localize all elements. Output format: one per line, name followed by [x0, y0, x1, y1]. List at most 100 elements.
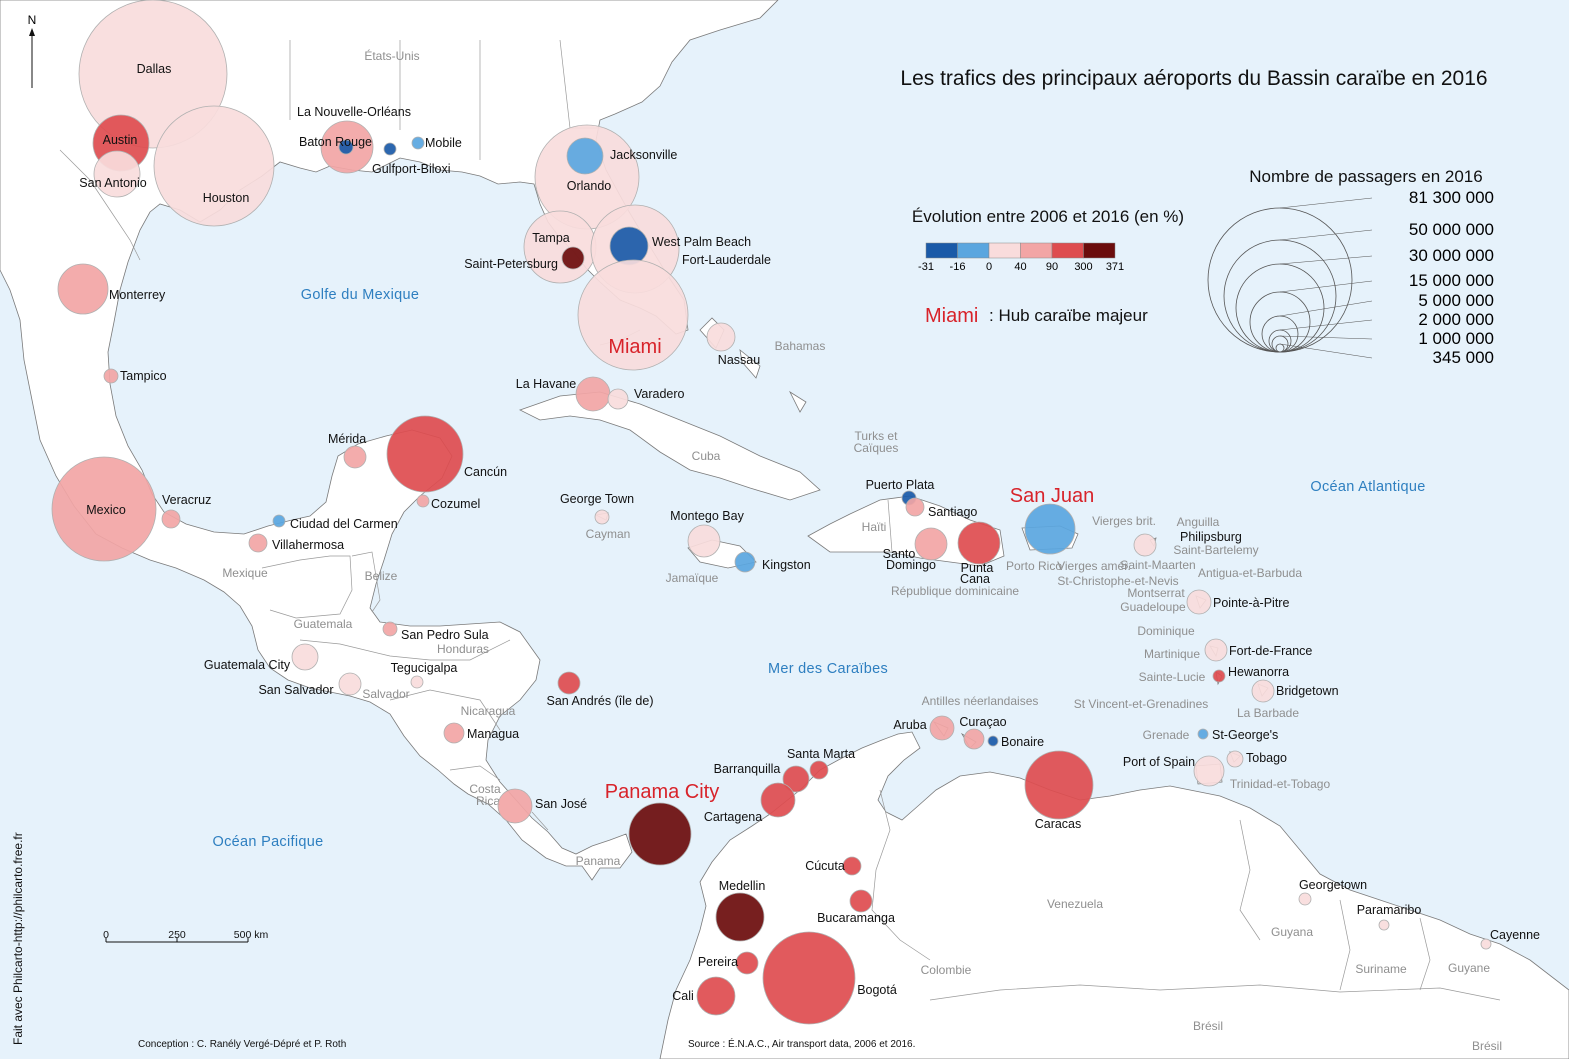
airport-circle[interactable]: [566, 137, 604, 175]
airport-circle[interactable]: [161, 509, 181, 529]
airport-circle[interactable]: [383, 142, 397, 156]
airport-circle[interactable]: [93, 150, 141, 198]
airport-label: Santo: [883, 547, 916, 561]
size-legend-value: 2 000 000: [1418, 310, 1494, 329]
airport-circle[interactable]: [248, 533, 268, 553]
airport-label: Philipsburg: [1180, 530, 1242, 544]
airport-circle[interactable]: [523, 210, 597, 284]
airport-circle[interactable]: [272, 514, 286, 528]
airport-circle[interactable]: [410, 675, 424, 689]
airport-circle[interactable]: [1024, 503, 1076, 555]
airport-circle[interactable]: [1186, 589, 1212, 615]
evolution-tick-label: 300: [1074, 261, 1092, 273]
airport-circle[interactable]: [1212, 669, 1226, 683]
airport-circle[interactable]: [1133, 533, 1157, 557]
airport-circle[interactable]: [338, 672, 362, 696]
airport-circles: [51, 0, 1492, 1025]
airport-circle[interactable]: [416, 494, 430, 508]
airport-circle[interactable]: [1251, 679, 1275, 703]
airport-circle[interactable]: [411, 136, 425, 150]
airport-circle[interactable]: [715, 892, 765, 942]
country-label: Antilles néerlandaises: [922, 694, 1039, 708]
airport-circle[interactable]: [735, 951, 759, 975]
evolution-swatch: [1083, 242, 1116, 259]
airport-circle[interactable]: [561, 246, 585, 270]
airport-circle[interactable]: [706, 322, 736, 352]
airport-circle[interactable]: [760, 782, 796, 818]
airport-circle[interactable]: [594, 509, 610, 525]
airport-circle[interactable]: [1480, 938, 1492, 950]
airport-circle[interactable]: [762, 931, 856, 1025]
airport-circle[interactable]: [628, 802, 692, 866]
country-label: Saint-Maarten: [1120, 558, 1195, 572]
airport-circle[interactable]: [957, 521, 1001, 565]
airport-circle[interactable]: [153, 105, 275, 227]
airport-circle[interactable]: [291, 643, 319, 671]
country-label: Antigua-et-Barbuda: [1198, 566, 1302, 580]
airport-circle[interactable]: [609, 226, 649, 266]
credits-vertical: Fait avec Philcarto-http://philcarto.fre…: [11, 832, 25, 1045]
airport-circle[interactable]: [575, 376, 611, 412]
airport-circle[interactable]: [497, 788, 533, 824]
airport-circle[interactable]: [963, 728, 985, 750]
airport-circle[interactable]: [809, 760, 829, 780]
airport-circle[interactable]: [1378, 919, 1390, 931]
airport-label: Tampa: [532, 231, 570, 245]
airport-circle[interactable]: [386, 415, 464, 493]
airport-circle[interactable]: [57, 263, 109, 315]
evolution-swatch: [925, 242, 958, 259]
airport-circle[interactable]: [1193, 755, 1225, 787]
airport-circle[interactable]: [557, 671, 581, 695]
country-label: Cayman: [586, 527, 631, 541]
airport-circle[interactable]: [103, 368, 119, 384]
airport-circle[interactable]: [905, 497, 925, 517]
airport-label: Panama City: [605, 781, 720, 803]
evolution-swatch: [957, 242, 990, 259]
airport-circle[interactable]: [687, 524, 721, 558]
border-venezuela-guyana: [1239, 819, 1261, 941]
airport-circle[interactable]: [734, 551, 756, 573]
airport-circle[interactable]: [987, 735, 999, 747]
airport-circle[interactable]: [382, 621, 398, 637]
airport-circle[interactable]: [696, 976, 736, 1016]
airport-label: Tobago: [1246, 751, 1287, 765]
airport-label: Cayenne: [1490, 928, 1540, 942]
airport-label: San Salvador: [258, 683, 333, 697]
land-hispaniola: [807, 495, 1005, 567]
airport-circle[interactable]: [929, 715, 955, 741]
airport-label: Miami: [608, 336, 661, 358]
north-arrow-icon: N: [28, 13, 36, 88]
airport-circle[interactable]: [338, 139, 354, 155]
airport-circle[interactable]: [1204, 638, 1228, 662]
country-label: Dominique: [1137, 624, 1195, 638]
airport-circle[interactable]: [343, 445, 367, 469]
border-guyana-suriname: [1339, 899, 1351, 991]
airport-label: Aruba: [893, 718, 926, 732]
airport-label: Baton Rouge: [299, 135, 372, 149]
airport-label: Port of Spain: [1123, 755, 1195, 769]
airport-circle[interactable]: [842, 856, 862, 876]
country-label: Jamaïque: [666, 571, 719, 585]
airport-label: Guatemala City: [204, 658, 291, 672]
airport-label: Varadero: [634, 387, 685, 401]
airport-circle[interactable]: [782, 765, 810, 793]
evolution-swatch: [1051, 242, 1084, 259]
airport-circle[interactable]: [849, 889, 873, 913]
airport-circle[interactable]: [1298, 892, 1312, 906]
country-label: Suriname: [1355, 962, 1407, 976]
evolution-tick-label: -16: [950, 261, 966, 273]
airport-circle[interactable]: [1024, 750, 1094, 820]
airport-circle[interactable]: [1197, 728, 1209, 740]
airport-label: Orlando: [567, 179, 612, 193]
airport-labels: Dallas Houston Austin San Antonio Monter…: [79, 62, 1540, 1003]
airport-circle[interactable]: [914, 527, 948, 561]
airport-circle[interactable]: [1226, 750, 1244, 768]
airport-circle[interactable]: [607, 388, 629, 410]
airport-circle[interactable]: [577, 259, 689, 371]
airport-circle[interactable]: [51, 456, 157, 562]
evolution-legend-title: Évolution entre 2006 et 2016 (en %): [912, 207, 1184, 226]
airport-circle[interactable]: [443, 722, 465, 744]
evolution-tick-label: 40: [1014, 261, 1026, 273]
airport-label: Cali: [672, 989, 694, 1003]
sea-label: Océan Pacifique: [213, 834, 324, 850]
